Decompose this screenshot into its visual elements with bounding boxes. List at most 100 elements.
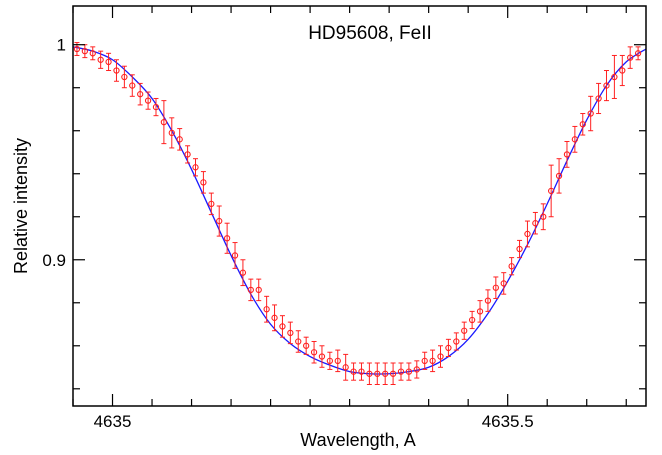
data-point [445, 338, 452, 358]
data-point [634, 46, 642, 61]
data-marker [113, 67, 120, 74]
y-tick-label: 1 [57, 36, 66, 55]
data-marker [524, 230, 531, 238]
data-marker [121, 73, 128, 81]
data-point [350, 362, 357, 381]
data-point [89, 46, 96, 61]
data-marker [405, 368, 413, 375]
data-marker [476, 308, 484, 315]
data-point [271, 304, 278, 332]
x-axis-label: Wavelength, A [300, 430, 415, 450]
data-marker [342, 364, 349, 371]
data-marker [279, 323, 286, 330]
data-marker [200, 179, 207, 186]
data-point [279, 315, 286, 338]
data-marker [500, 280, 507, 287]
data-point [484, 289, 492, 312]
data-marker [310, 349, 318, 356]
data-point [223, 222, 231, 254]
data-point [468, 310, 476, 330]
data-point [310, 340, 318, 364]
data-marker [192, 164, 199, 171]
data-marker [555, 172, 563, 180]
data-point [492, 276, 499, 299]
data-marker [468, 316, 476, 324]
data-point [160, 100, 168, 145]
data-point [152, 97, 160, 117]
chart-title: HD95608, FeII [308, 23, 432, 44]
data-point [548, 164, 555, 218]
data-marker [366, 370, 373, 377]
data-marker [152, 103, 160, 111]
data-marker [318, 353, 326, 360]
data-marker [129, 82, 136, 89]
data-point [287, 321, 294, 345]
data-marker [184, 151, 191, 158]
data-marker [603, 82, 610, 89]
data-point [247, 278, 254, 302]
data-point [176, 128, 183, 151]
data-point [121, 65, 128, 89]
data-point [303, 336, 310, 355]
data-marker [231, 252, 239, 259]
data-marker [484, 297, 492, 304]
data-marker [223, 235, 231, 242]
data-point [144, 91, 152, 110]
data-point [105, 52, 112, 72]
data-points-layer [73, 42, 642, 385]
data-marker [571, 136, 579, 143]
data-marker [413, 366, 420, 373]
data-marker [176, 136, 183, 143]
x-tick-label: 4635 [94, 412, 132, 431]
data-point [595, 82, 602, 115]
data-marker [634, 50, 642, 57]
data-marker [421, 357, 428, 364]
data-marker [627, 54, 634, 61]
data-marker [374, 370, 381, 377]
data-point [255, 278, 262, 302]
data-point [200, 171, 207, 194]
data-marker [508, 263, 515, 270]
data-marker [516, 245, 523, 253]
data-point [405, 362, 413, 381]
data-marker [326, 357, 334, 364]
data-point [192, 158, 199, 177]
data-point [524, 220, 531, 248]
axis-ticks [72, 6, 646, 406]
data-marker [137, 91, 144, 98]
fit-curve-layer [72, 46, 647, 375]
data-marker [208, 200, 215, 207]
data-point [334, 349, 341, 373]
data-point [603, 70, 610, 102]
data-point [571, 125, 579, 153]
data-marker [461, 327, 468, 334]
data-point [500, 272, 507, 295]
fit-line [72, 46, 647, 375]
data-point [476, 300, 484, 323]
data-marker [453, 338, 460, 345]
data-marker [350, 368, 357, 375]
data-marker [105, 58, 112, 66]
data-marker [303, 342, 310, 349]
data-point [555, 158, 563, 194]
data-point [389, 362, 397, 385]
data-marker [89, 50, 96, 57]
data-point [453, 332, 460, 351]
data-point [129, 74, 136, 97]
data-marker [397, 368, 405, 375]
data-point [168, 117, 175, 149]
data-marker [563, 151, 571, 158]
data-point [81, 44, 89, 59]
data-marker [81, 48, 89, 55]
data-marker [382, 370, 389, 377]
data-marker [271, 314, 278, 321]
data-point [516, 239, 523, 259]
data-marker [532, 220, 539, 227]
data-point [318, 345, 326, 368]
data-marker [437, 353, 444, 360]
data-marker [445, 344, 452, 352]
data-marker [389, 370, 397, 377]
data-marker [255, 286, 262, 294]
data-marker [579, 121, 586, 128]
